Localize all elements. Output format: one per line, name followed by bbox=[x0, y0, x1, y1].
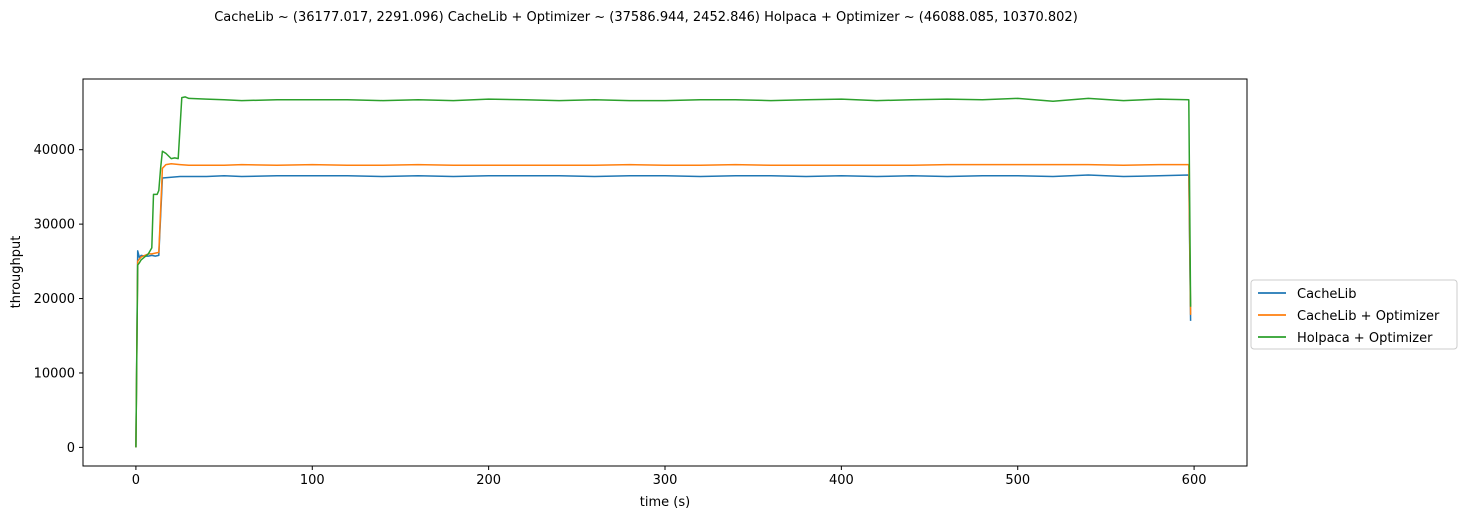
series-layer bbox=[135, 96, 1192, 448]
y-tick-label: 10000 bbox=[34, 366, 75, 381]
legend: CacheLib CacheLib + Optimizer Holpaca + Op… bbox=[1250, 279, 1458, 350]
y-axis-label: throughput bbox=[9, 236, 24, 309]
x-tick-label: 100 bbox=[300, 473, 325, 488]
x-tick-label: 500 bbox=[1005, 473, 1030, 488]
legend-label: CacheLib + Optimizer bbox=[1297, 309, 1440, 324]
y-tick-label: 0 bbox=[67, 441, 75, 456]
chart-title: CacheLib ~ (36177.017, 2291.096) CacheLi… bbox=[214, 10, 1078, 25]
legend-label: CacheLib bbox=[1297, 287, 1357, 302]
plot-frame bbox=[82, 78, 1248, 467]
x-tick-label: 600 bbox=[1182, 473, 1207, 488]
x-tick-label: 300 bbox=[653, 473, 678, 488]
series-line-3 bbox=[135, 96, 1192, 448]
x-tick-label: 400 bbox=[829, 473, 854, 488]
legend-frame bbox=[1250, 279, 1458, 350]
y-axis: 0 10000 20000 30000 40000 bbox=[34, 143, 83, 456]
series-line-1 bbox=[135, 174, 1192, 448]
legend-label: Holpaca + Optimizer bbox=[1297, 331, 1433, 346]
y-tick-label: 30000 bbox=[34, 218, 75, 233]
legend-items: CacheLib CacheLib + Optimizer Holpaca + Op… bbox=[1258, 287, 1440, 346]
x-axis-label: time (s) bbox=[640, 495, 690, 510]
y-tick-label: 20000 bbox=[34, 292, 75, 307]
series-line-2 bbox=[135, 163, 1192, 448]
x-tick-label: 200 bbox=[476, 473, 501, 488]
plot-area bbox=[82, 78, 1248, 467]
x-tick-label: 0 bbox=[132, 473, 140, 488]
y-tick-label: 40000 bbox=[34, 143, 75, 158]
x-axis: 0 100 200 300 400 500 600 bbox=[132, 466, 1207, 488]
